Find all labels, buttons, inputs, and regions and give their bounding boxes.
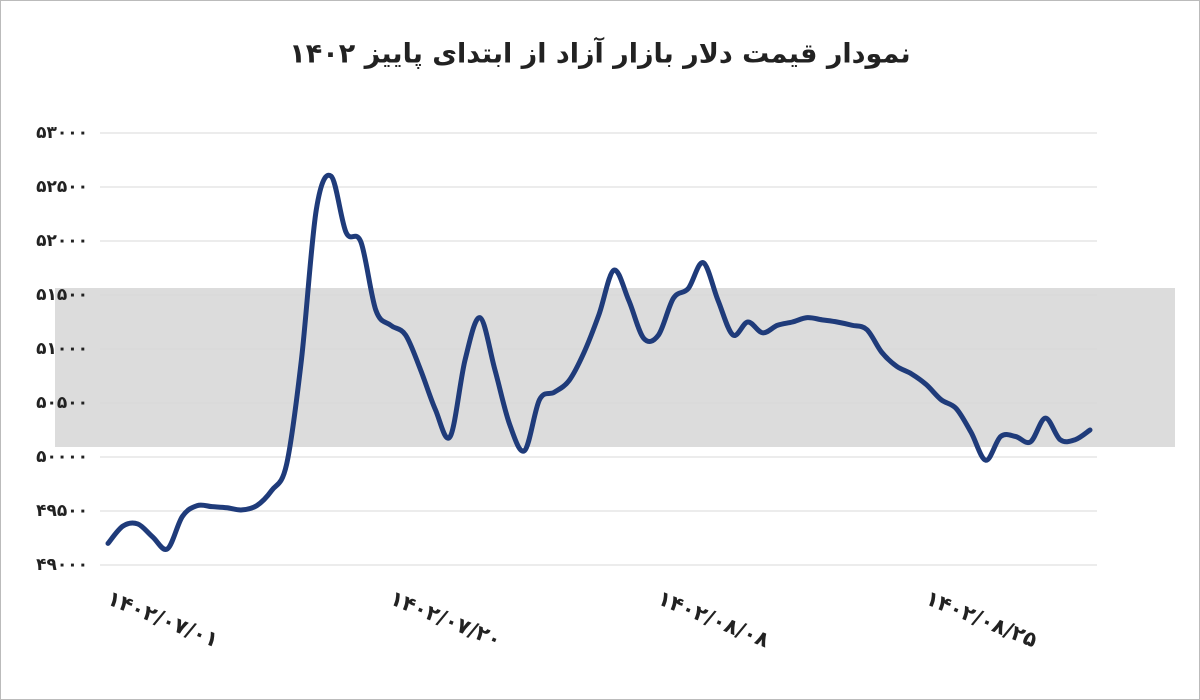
y-tick-label: ۵۲۰۰۰ [36,231,88,251]
y-tick-label: ۵۱۵۰۰ [36,285,88,305]
y-tick-label: ۵۰۵۰۰ [36,393,88,413]
chart-title: نمودار قیمت دلار بازار آزاد از ابتدای پا… [289,37,910,70]
y-tick-label: ۴۹۰۰۰ [36,555,88,575]
watermark-band [55,288,1175,447]
data-line [105,172,1093,552]
y-tick-label: ۴۹۵۰۰ [36,501,88,521]
y-tick-label: ۵۲۵۰۰ [36,177,88,197]
y-tick-label: ۵۱۰۰۰ [36,339,88,359]
y-tick-label: ۵۰۰۰۰ [36,447,88,467]
y-tick-label: ۵۳۰۰۰ [36,123,88,143]
